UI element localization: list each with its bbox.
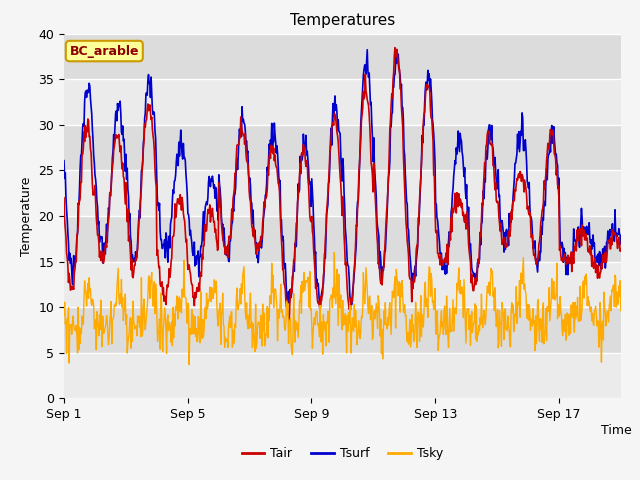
- Bar: [64, 170, 621, 216]
- Bar: [64, 216, 621, 262]
- Bar: [64, 353, 621, 398]
- Text: BC_arable: BC_arable: [70, 45, 139, 58]
- Bar: [64, 307, 621, 353]
- Bar: [64, 34, 621, 79]
- Bar: [64, 79, 621, 125]
- Bar: [64, 262, 621, 307]
- Bar: [64, 125, 621, 170]
- Y-axis label: Temperature: Temperature: [20, 176, 33, 256]
- Legend: Tair, Tsurf, Tsky: Tair, Tsurf, Tsky: [237, 442, 448, 465]
- X-axis label: Time: Time: [601, 424, 632, 437]
- Title: Temperatures: Temperatures: [290, 13, 395, 28]
